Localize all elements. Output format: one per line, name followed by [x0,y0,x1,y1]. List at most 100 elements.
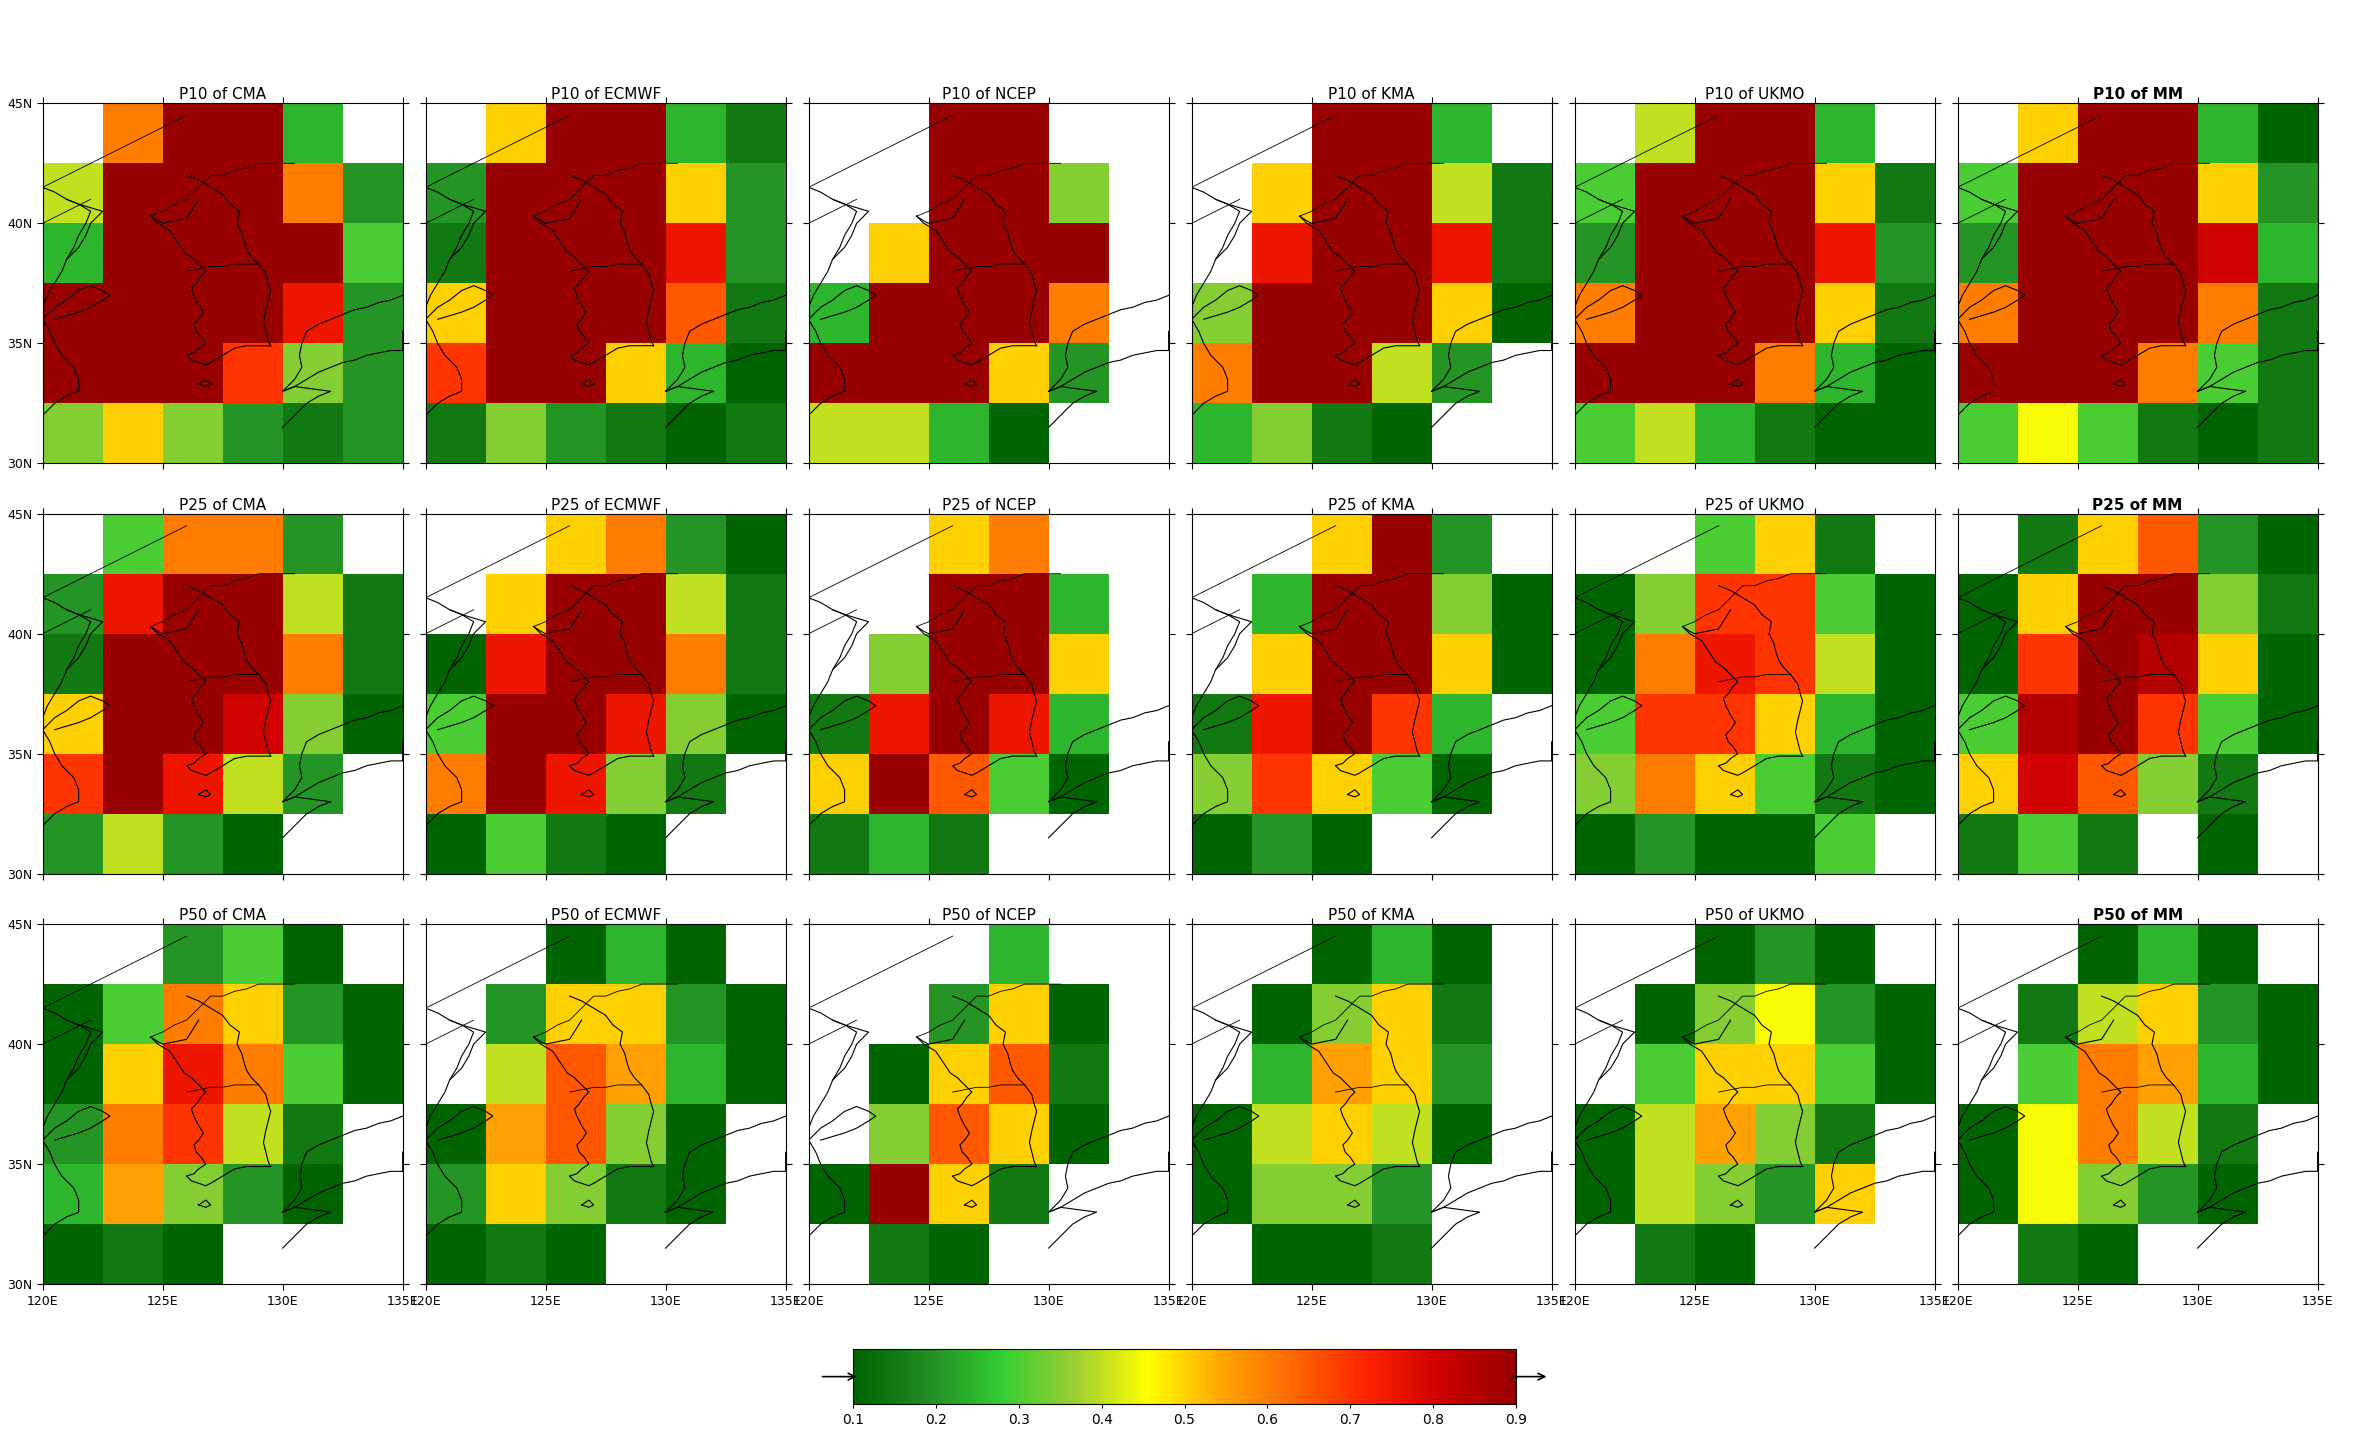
Bar [1635,284,1694,343]
Bar [2137,924,2198,984]
Bar [1755,163,1815,223]
Title: P50 of UKMO: P50 of UKMO [1706,909,1805,923]
Bar [1694,924,1755,984]
Bar [1575,573,1635,634]
Bar [102,223,163,284]
Bar [2198,814,2258,874]
Bar [988,1104,1049,1164]
Title: P10 of NCEP: P10 of NCEP [943,88,1035,102]
Bar [1874,284,1935,343]
Bar [606,1104,666,1164]
Bar [223,634,282,694]
Bar [1049,284,1109,343]
Bar [1874,753,1935,814]
Bar [988,753,1049,814]
Bar [102,1224,163,1284]
Bar [1372,924,1431,984]
Bar [1694,343,1755,403]
Bar [2258,984,2317,1044]
Bar [725,343,787,403]
Bar [1635,1104,1694,1164]
Bar [1312,343,1372,403]
Bar [486,814,545,874]
Bar [2198,284,2258,343]
Bar [163,223,223,284]
Bar [666,1044,725,1104]
Bar [1312,163,1372,223]
Bar [282,403,344,464]
Bar [1049,1044,1109,1104]
Bar [1492,573,1552,634]
Bar [2198,403,2258,464]
Bar [1372,104,1431,163]
Bar [1635,984,1694,1044]
Bar [1372,984,1431,1044]
Bar [163,924,223,984]
Bar [102,814,163,874]
Bar [1251,814,1312,874]
Bar [486,223,545,284]
Bar [929,694,988,753]
Bar [102,284,163,343]
Bar [1431,223,1492,284]
Bar [606,984,666,1044]
Bar [102,753,163,814]
Bar [1874,573,1935,634]
Bar [282,514,344,573]
Bar [545,284,606,343]
Bar [808,1164,869,1224]
Bar [808,694,869,753]
Bar [1755,1104,1815,1164]
Bar [2018,104,2078,163]
Bar [1251,694,1312,753]
Bar [545,814,606,874]
Title: P50 of MM: P50 of MM [2092,909,2182,923]
Bar [606,403,666,464]
Bar [808,814,869,874]
Bar [2258,403,2317,464]
Bar [2018,1224,2078,1284]
Bar [1815,573,1874,634]
Bar [606,284,666,343]
Bar [545,163,606,223]
Bar [2258,694,2317,753]
Bar [1431,924,1492,984]
Bar [1694,984,1755,1044]
Bar [43,634,102,694]
Bar [486,753,545,814]
Bar [1815,223,1874,284]
Bar [1694,814,1755,874]
Bar [486,634,545,694]
Bar [929,1104,988,1164]
Bar [223,753,282,814]
Bar [1251,984,1312,1044]
Bar [666,403,725,464]
Bar [2137,104,2198,163]
Bar [2078,343,2137,403]
Bar [1755,753,1815,814]
Bar [2078,1104,2137,1164]
Bar [1251,1104,1312,1164]
Bar [606,1044,666,1104]
Title: P50 of ECMWF: P50 of ECMWF [550,909,661,923]
Bar [2137,1164,2198,1224]
Bar [1251,634,1312,694]
Bar [1957,163,2018,223]
Bar [223,1104,282,1164]
Bar [163,753,223,814]
Bar [163,343,223,403]
Bar [1575,163,1635,223]
Bar [725,223,787,284]
Bar [2258,343,2317,403]
Bar [1049,694,1109,753]
Bar [929,403,988,464]
Bar [2078,573,2137,634]
Bar [223,343,282,403]
Bar [545,223,606,284]
Bar [666,223,725,284]
Title: P10 of CMA: P10 of CMA [180,88,265,102]
Bar [2078,223,2137,284]
Bar [282,984,344,1044]
Title: P25 of ECMWF: P25 of ECMWF [550,498,661,513]
Bar [2018,573,2078,634]
